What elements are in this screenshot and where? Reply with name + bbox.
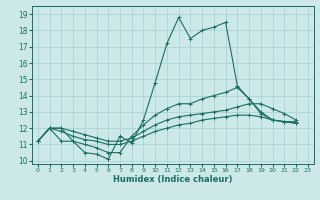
X-axis label: Humidex (Indice chaleur): Humidex (Indice chaleur)	[113, 175, 233, 184]
